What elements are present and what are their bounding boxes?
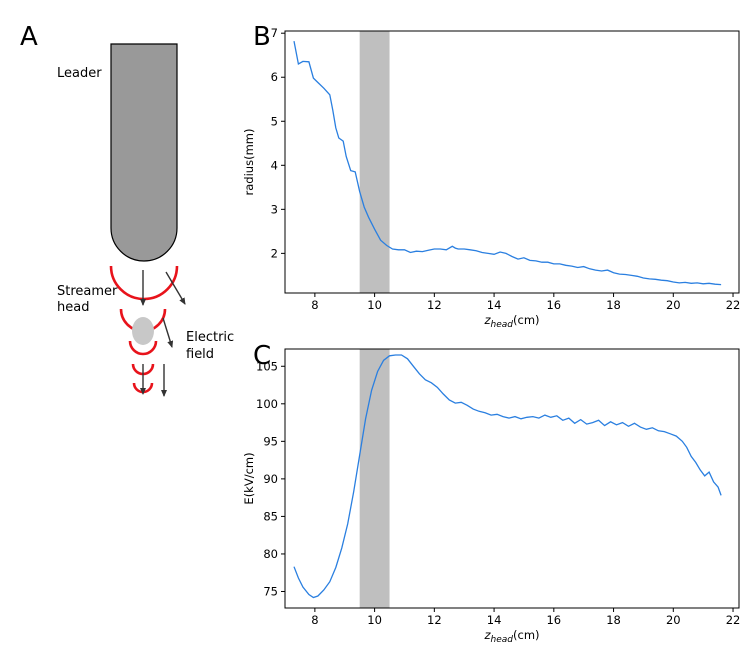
streamer-arc-3 (128, 340, 158, 356)
chart-c-ytick-label: 85 (263, 509, 278, 523)
chart-b-xtick-label: 20 (666, 298, 681, 312)
chart-b-ytick-label: 7 (271, 26, 278, 40)
chart-b-xlabel: zhead(cm) (483, 313, 539, 330)
chart-c-ytick-label: 75 (263, 584, 278, 598)
field-label-line2: field (186, 347, 214, 362)
chart-c-xlabel-unit: (cm) (513, 628, 540, 642)
field-arrow-3 (162, 317, 174, 348)
chart-c-ylabel: E(kV/cm) (242, 452, 256, 504)
chart-b-ytick-label: 4 (271, 158, 278, 172)
streamer-arc-1 (109, 265, 179, 301)
chart-c-xtick-label: 18 (606, 613, 621, 627)
chart-c-xlabel: zhead(cm) (483, 628, 539, 645)
chart-b-xlabel-main: z (483, 313, 491, 327)
chart-b-series-line (293, 40, 722, 286)
chart-b-ylabel: radius(mm) (242, 129, 256, 196)
chart-b-ytick-label: 5 (271, 114, 278, 128)
chart-c-ytick-label: 105 (256, 359, 278, 373)
panel-b-letter: B (253, 22, 271, 52)
chart-c-xtick-label: 12 (427, 613, 442, 627)
chart-b-xlabel-sub: head (491, 320, 514, 330)
chart-c-shaded-band (359, 349, 390, 608)
chart-b-ytick-label: 6 (271, 70, 278, 84)
streamer-label-line1: Streamer (57, 284, 118, 299)
field-label-line1: Electric (186, 330, 234, 345)
panel-b-chart: B 8 10 12 14 16 18 20 22234567zhead(cm)radius(m… (242, 22, 740, 330)
panel-a-diagram: A Leader Streamer head Electric field (20, 22, 234, 397)
chart-b-ytick-label: 3 (271, 202, 278, 216)
chart-b-xtick-label: 22 (726, 298, 741, 312)
chart-c-ytick-label: 80 (263, 547, 278, 561)
leader-body (110, 43, 178, 262)
chart-b-xtick-label: 8 (311, 298, 318, 312)
streamer-label-line2: head (57, 300, 89, 315)
chart-c-plot: 8 10 12 14 16 18 20 22 75 80 85 90 95 100 105 zhead(cm)… (242, 348, 741, 645)
chart-c-xtick-label: 10 (367, 613, 382, 627)
streamer-head-blob (132, 317, 154, 345)
chart-b-shaded-band (359, 31, 390, 293)
chart-c-xtick-label: 8 (311, 613, 318, 627)
chart-c-xlabel-main: z (483, 628, 491, 642)
chart-c-series-line (293, 354, 722, 599)
chart-c-ytick-label: 100 (256, 397, 278, 411)
panel-c-chart: C 8 10 12 14 16 18 20 22 75 80 85 90 95 100 105 zhead(c… (242, 341, 740, 645)
chart-b-xtick-label: 14 (487, 298, 502, 312)
chart-b-xtick-label: 18 (606, 298, 621, 312)
chart-c-xtick-label: 20 (666, 613, 681, 627)
chart-c-frame (284, 348, 740, 609)
chart-b-ytick-label: 2 (271, 246, 278, 260)
chart-c-xtick-label: 16 (546, 613, 561, 627)
chart-c-ytick-label: 95 (263, 434, 278, 448)
panel-a-letter: A (20, 22, 38, 52)
leader-label: Leader (57, 66, 102, 81)
chart-b-frame (284, 30, 740, 294)
chart-c-xtick-label: 14 (487, 613, 502, 627)
chart-b-xtick-label: 10 (367, 298, 382, 312)
chart-c-xtick-label: 22 (726, 613, 741, 627)
panel-c-letter: C (253, 341, 271, 371)
chart-b-xtick-label: 12 (427, 298, 442, 312)
chart-c-ytick-label: 90 (263, 472, 278, 486)
field-arrow-2 (165, 271, 186, 305)
chart-c-xlabel-sub: head (491, 635, 514, 645)
chart-b-xtick-label: 16 (546, 298, 561, 312)
chart-b-xlabel-unit: (cm) (513, 313, 540, 327)
field-arrows (140, 270, 186, 397)
